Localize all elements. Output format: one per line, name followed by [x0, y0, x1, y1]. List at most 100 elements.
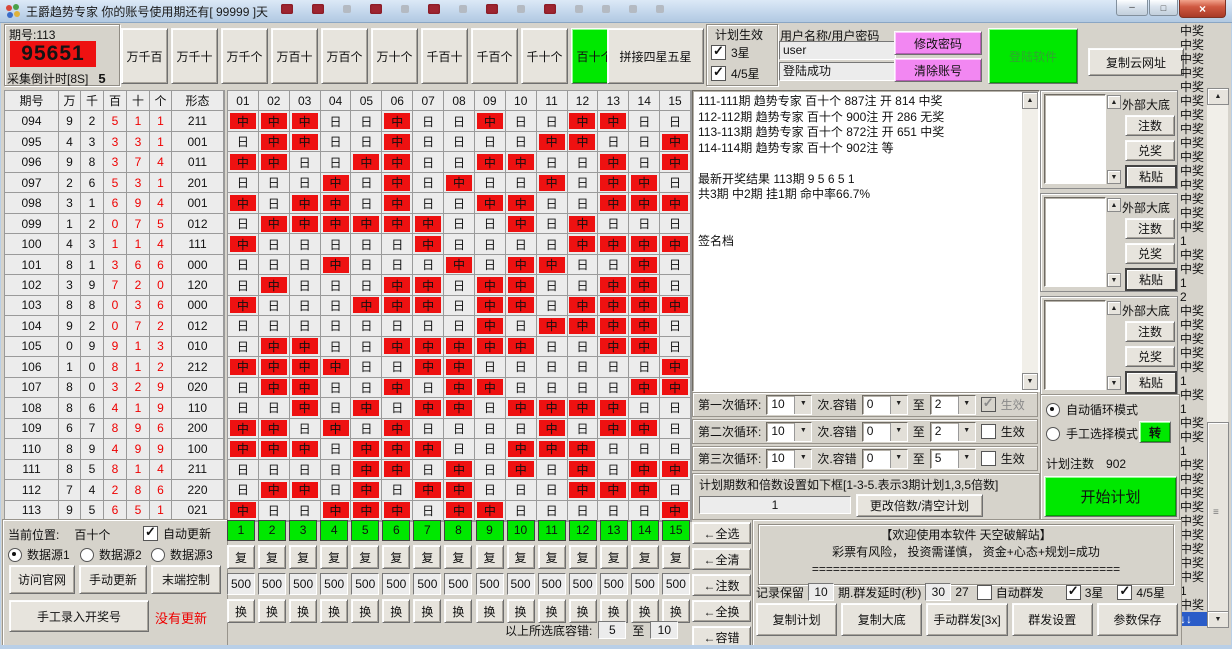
- loop-times-select[interactable]: 10 ▼: [766, 394, 813, 415]
- close-button[interactable]: ×: [1179, 0, 1226, 18]
- duplicate-button[interactable]: 复: [258, 545, 287, 569]
- stake-value-field[interactable]: 500: [475, 573, 504, 595]
- base-number-cell[interactable]: 1: [227, 520, 255, 541]
- swap-button[interactable]: 换: [630, 599, 659, 623]
- minimize-button[interactable]: –: [1116, 0, 1148, 16]
- position-button[interactable]: 万百个: [321, 28, 368, 84]
- scrollbar-thumb[interactable]: [1207, 422, 1229, 612]
- manual-update-button[interactable]: 手动更新: [79, 565, 147, 594]
- scroll-up-icon[interactable]: ▲: [1107, 198, 1121, 212]
- swap-button[interactable]: 换: [475, 599, 504, 623]
- stake-value-field[interactable]: 500: [599, 573, 628, 595]
- duplicate-button[interactable]: 复: [568, 545, 597, 569]
- duplicate-button[interactable]: 复: [382, 545, 411, 569]
- duplicate-button[interactable]: 复: [475, 545, 504, 569]
- maximize-button[interactable]: □: [1149, 0, 1178, 16]
- scroll-down-icon[interactable]: ▼: [1107, 273, 1121, 287]
- base-number-cell[interactable]: 3: [289, 520, 318, 541]
- win-list-item[interactable]: 中奖: [1180, 178, 1205, 192]
- username-field[interactable]: user: [779, 41, 896, 60]
- bulk-action-button[interactable]: ←全选: [692, 522, 751, 544]
- scroll-up-icon[interactable]: ▲: [1207, 88, 1229, 105]
- win-list-item[interactable]: 中奖: [1180, 542, 1205, 556]
- base-number-cell[interactable]: 8: [444, 520, 473, 541]
- loop-effective-checkbox[interactable]: [980, 451, 996, 466]
- source3-radio[interactable]: [151, 547, 165, 562]
- win-list-item[interactable]: 中奖: [1180, 24, 1205, 38]
- loop-times-select[interactable]: 10 ▼: [766, 421, 813, 442]
- stake-value-field[interactable]: 500: [413, 573, 442, 595]
- win-list-item[interactable]: 中奖: [1180, 458, 1205, 472]
- swap-button[interactable]: 换: [661, 599, 690, 623]
- win-list-item[interactable]: 中奖: [1180, 108, 1205, 122]
- win-list-item[interactable]: 中奖: [1180, 304, 1205, 318]
- duplicate-button[interactable]: 复: [320, 545, 349, 569]
- scroll-down-icon[interactable]: ▼: [1207, 611, 1229, 628]
- base-number-cell[interactable]: 13: [599, 520, 628, 541]
- bulk-action-button[interactable]: ←注数: [692, 574, 751, 596]
- external-base-textarea[interactable]: [1044, 94, 1106, 184]
- splice-45star-button[interactable]: 拼接四星五星: [607, 28, 704, 84]
- paste-button[interactable]: 粘贴: [1125, 165, 1177, 188]
- win-list-item[interactable]: 2: [1180, 290, 1187, 304]
- stake-value-field[interactable]: 500: [382, 573, 411, 595]
- win-list-item[interactable]: 中奖: [1180, 262, 1205, 276]
- copy-base-button[interactable]: 复制大底: [841, 603, 923, 636]
- manual-entry-button[interactable]: 手工录入开奖号: [9, 600, 149, 632]
- loop-to-select[interactable]: 5 ▼: [929, 448, 976, 469]
- win-list-item[interactable]: 中奖: [1180, 220, 1205, 234]
- win-list-item[interactable]: 1: [1180, 444, 1187, 458]
- win-list-item[interactable]: 中奖: [1180, 486, 1205, 500]
- duplicate-button[interactable]: 复: [351, 545, 380, 569]
- loop-effective-checkbox[interactable]: [980, 395, 996, 412]
- swap-button[interactable]: 换: [289, 599, 318, 623]
- redeem-button[interactable]: 兑奖: [1125, 243, 1175, 264]
- send-delay-field[interactable]: 30: [925, 583, 952, 601]
- win-list-item[interactable]: 中奖: [1180, 360, 1205, 374]
- loop-effective-checkbox[interactable]: [980, 424, 996, 439]
- login-status-field[interactable]: 登陆成功: [779, 62, 896, 81]
- duplicate-button[interactable]: 复: [537, 545, 566, 569]
- win-list-item[interactable]: 1: [1180, 234, 1187, 248]
- win-list-item[interactable]: 中奖: [1180, 66, 1205, 80]
- position-button[interactable]: 万千个: [221, 28, 268, 84]
- swap-button[interactable]: 换: [568, 599, 597, 623]
- external-base-textarea[interactable]: [1044, 300, 1106, 390]
- win-list-item[interactable]: 中奖: [1180, 136, 1205, 150]
- redeem-button[interactable]: 兑奖: [1125, 140, 1175, 161]
- position-button[interactable]: 万十个: [371, 28, 418, 84]
- save-params-button[interactable]: 参数保存: [1096, 603, 1179, 636]
- win-list-item-selected[interactable]: ↓↓: [1180, 612, 1207, 626]
- paste-button[interactable]: 粘贴: [1125, 268, 1177, 291]
- duplicate-button[interactable]: 复: [444, 545, 473, 569]
- manual-mode-radio[interactable]: [1046, 426, 1060, 441]
- win-list-item[interactable]: 中奖: [1180, 94, 1205, 108]
- record-keep-field[interactable]: 10: [808, 583, 835, 601]
- swap-button[interactable]: 换: [351, 599, 380, 623]
- auto-send-checkbox[interactable]: [976, 584, 992, 600]
- tolerance-from-field[interactable]: 5: [598, 621, 627, 639]
- position-button[interactable]: 万千十: [171, 28, 218, 84]
- send-3star-checkbox[interactable]: [1065, 583, 1081, 600]
- plan-3star-checkbox[interactable]: [711, 43, 726, 60]
- stake-value-field[interactable]: 500: [537, 573, 566, 595]
- win-list-item[interactable]: 中奖: [1180, 528, 1205, 542]
- win-list-item[interactable]: 中奖: [1180, 332, 1205, 346]
- base-number-cell[interactable]: 9: [475, 520, 504, 541]
- bulk-action-button[interactable]: ←容错: [692, 626, 751, 648]
- swap-button[interactable]: 换: [320, 599, 349, 623]
- visit-site-button[interactable]: 访问官网: [9, 565, 75, 594]
- clear-account-button[interactable]: 清除账号: [894, 58, 982, 82]
- manual-send-button[interactable]: 手动群发[3x]: [926, 603, 1008, 636]
- loop-to-select[interactable]: 2 ▼: [929, 394, 976, 415]
- win-list-item[interactable]: 中奖: [1180, 80, 1205, 94]
- stake-value-field[interactable]: 500: [289, 573, 318, 595]
- position-button[interactable]: 千十个: [521, 28, 568, 84]
- stake-value-field[interactable]: 500: [506, 573, 535, 595]
- base-number-cell[interactable]: 2: [258, 520, 287, 541]
- redeem-button[interactable]: 兑奖: [1125, 346, 1175, 367]
- change-password-button[interactable]: 修改密码: [894, 31, 982, 55]
- stake-value-field[interactable]: 500: [227, 573, 255, 595]
- bulk-action-button[interactable]: ←全清: [692, 548, 751, 570]
- stake-value-field[interactable]: 500: [320, 573, 349, 595]
